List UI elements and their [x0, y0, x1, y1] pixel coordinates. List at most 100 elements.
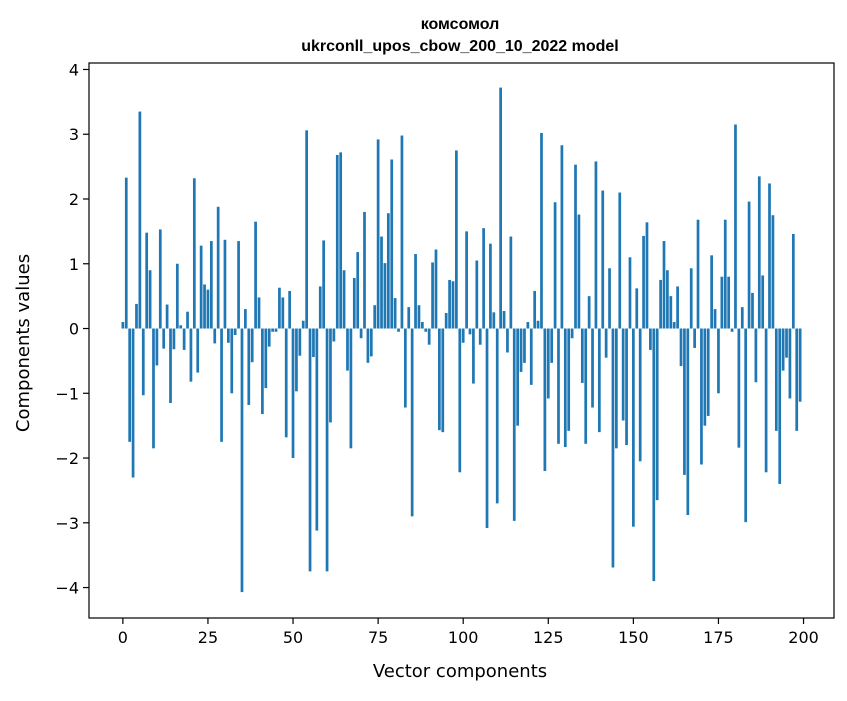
- bar-component-170: [700, 328, 703, 465]
- bar-component-36: [244, 309, 247, 329]
- bar-component-83: [403, 328, 407, 408]
- bar-component-89: [424, 328, 428, 332]
- x-tick-label: 175: [703, 628, 734, 647]
- bar-component-60: [325, 328, 329, 572]
- bar-component-105: [478, 328, 482, 345]
- bar-component-186: [754, 328, 758, 383]
- bar-component-53: [301, 320, 305, 329]
- bar-component-10: [155, 328, 159, 366]
- bar-component-47: [281, 297, 285, 329]
- bar-component-159: [662, 241, 666, 329]
- bar-component-149: [628, 257, 632, 329]
- bar-component-163: [676, 286, 679, 329]
- bar-component-108: [489, 243, 492, 329]
- bar-component-30: [223, 239, 227, 329]
- bar-component-144: [611, 328, 615, 568]
- bar-component-120: [529, 328, 533, 385]
- bar-component-136: [584, 328, 588, 444]
- chart-subtitle: ukrconll_upos_cbow_200_10_2022 model: [301, 38, 618, 55]
- bar-component-95: [444, 312, 448, 329]
- x-axis-label: Vector components: [373, 661, 547, 682]
- bar-component-113: [506, 328, 509, 353]
- bar-component-134: [577, 214, 581, 329]
- bar-component-164: [679, 328, 683, 367]
- bar-component-90: [427, 328, 431, 345]
- y-tick-label: −2: [55, 449, 79, 468]
- bar-component-70: [359, 328, 363, 339]
- bar-component-29: [220, 328, 223, 442]
- bar-component-3: [131, 328, 135, 478]
- bar-component-150: [632, 328, 635, 527]
- bar-component-71: [363, 211, 366, 329]
- bar-component-79: [390, 159, 394, 329]
- y-tick-label: 2: [69, 190, 79, 209]
- bar-component-130: [563, 328, 567, 448]
- bar-component-94: [441, 328, 445, 433]
- bar-component-93: [438, 328, 441, 431]
- bar-component-51: [295, 328, 298, 392]
- bar-component-32: [230, 328, 234, 394]
- bar-component-88: [421, 322, 424, 329]
- bar-component-160: [666, 270, 669, 329]
- bar-component-4: [135, 303, 138, 329]
- bar-component-68: [352, 278, 356, 329]
- bar-component-179: [730, 328, 734, 332]
- bar-component-146: [618, 192, 622, 329]
- bar-component-17: [179, 325, 183, 329]
- bar-component-116: [516, 328, 520, 426]
- bar-component-91: [431, 262, 434, 329]
- bar-component-173: [710, 255, 714, 329]
- bar-component-107: [485, 328, 489, 528]
- bar-component-187: [757, 176, 761, 329]
- bar-component-147: [621, 328, 625, 421]
- bar-component-125: [546, 328, 550, 399]
- y-tick-label: −1: [55, 384, 79, 403]
- bar-component-145: [614, 328, 618, 449]
- bar-component-131: [567, 328, 571, 431]
- bar-component-104: [475, 260, 479, 329]
- bar-component-54: [305, 130, 308, 329]
- bar-component-142: [604, 328, 608, 358]
- bar-component-189: [764, 328, 768, 473]
- bar-component-126: [550, 328, 554, 363]
- bar-component-49: [288, 290, 291, 329]
- x-tick-label: 75: [368, 628, 388, 647]
- bar-component-114: [509, 236, 513, 329]
- bar-component-76: [380, 236, 383, 329]
- y-tick-label: 0: [69, 320, 79, 339]
- bar-component-135: [580, 328, 584, 383]
- bar-component-165: [683, 328, 686, 475]
- bar-component-26: [209, 241, 213, 329]
- bar-component-44: [271, 328, 274, 332]
- bar-component-148: [625, 328, 628, 446]
- bar-component-140: [597, 328, 601, 433]
- bar-component-111: [499, 87, 502, 329]
- x-tick-label: 25: [198, 628, 218, 647]
- bar-component-167: [689, 268, 693, 329]
- bar-component-33: [233, 328, 237, 335]
- bar-component-19: [186, 311, 189, 329]
- bar-component-191: [771, 215, 775, 329]
- bar-component-16: [175, 263, 179, 329]
- bar-component-81: [397, 328, 400, 332]
- bar-component-1: [124, 177, 128, 329]
- bar-component-62: [332, 328, 336, 342]
- bar-component-77: [383, 263, 387, 329]
- bar-component-39: [254, 221, 257, 329]
- bar-component-18: [182, 328, 186, 350]
- bar-component-192: [774, 328, 778, 431]
- bar-component-98: [455, 150, 458, 329]
- bar-component-66: [346, 328, 349, 371]
- bar-component-106: [482, 228, 485, 329]
- bar-component-115: [512, 328, 516, 521]
- bar-component-65: [342, 270, 346, 329]
- bar-component-5: [138, 111, 142, 329]
- bar-component-14: [169, 328, 172, 403]
- bar-component-80: [393, 298, 397, 329]
- bar-component-73: [369, 328, 373, 357]
- bar-component-38: [250, 328, 254, 363]
- bar-component-34: [237, 241, 240, 329]
- x-tick-label: 150: [618, 628, 649, 647]
- bar-component-143: [608, 268, 611, 329]
